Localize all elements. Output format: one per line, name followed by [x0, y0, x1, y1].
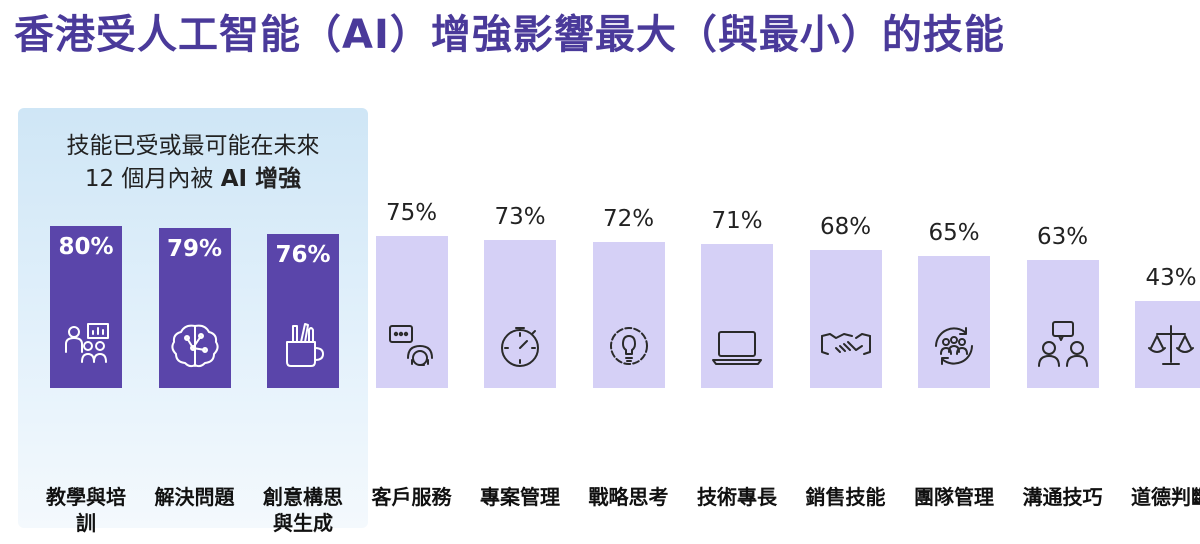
creative-tools-icon [275, 318, 331, 374]
note-line-2: 12 個月內被 AI 增強 [18, 163, 368, 196]
category-label-3: 創意構思與生成 [263, 485, 343, 535]
value-label-10: 63% [1036, 224, 1089, 250]
bar-9 [918, 256, 990, 388]
category-label-8: 銷售技能 [805, 485, 886, 509]
stopwatch-icon [492, 318, 548, 374]
bar-1 [50, 226, 122, 388]
category-label-11: 道德判斷 [1131, 485, 1200, 509]
laptop-icon [709, 318, 765, 374]
handshake-icon [818, 318, 874, 374]
category-label-6: 戰略思考 [588, 485, 669, 509]
teaching-icon [58, 318, 114, 374]
category-label-4: 客戶服務 [371, 485, 452, 509]
chart-title: 香港受人工智能（AI）增強影響最大（與最小）的技能 [14, 12, 1005, 58]
category-label-9: 團隊管理 [914, 485, 994, 509]
customer-service-icon [384, 318, 440, 374]
note-line-2-prefix: 12 個月內被 [84, 166, 221, 192]
bar-3 [267, 234, 339, 388]
value-label-6: 72% [602, 206, 655, 232]
category-label-5: 專案管理 [480, 485, 560, 509]
category-label-1: 教學與培訓 [46, 485, 126, 535]
value-label-9: 65% [928, 220, 980, 246]
value-label-1: 80% [58, 234, 114, 260]
scales-icon [1143, 318, 1199, 374]
value-label-5: 73% [494, 204, 546, 230]
bar-8 [809, 250, 882, 388]
communication-icon [1035, 318, 1091, 374]
value-label-4: 75% [385, 200, 438, 226]
category-label-2: 解決問題 [154, 485, 235, 509]
category-label-7: 技術專長 [697, 485, 777, 509]
team-cycle-icon [926, 318, 982, 374]
value-label-7: 71% [711, 208, 763, 234]
note-line-2-bold: AI 增強 [220, 166, 302, 192]
highlight-note: 技能已受或最可能在未來 12 個月內被 AI 增強 [18, 130, 368, 196]
value-label-2: 79% [166, 236, 223, 262]
category-label-10: 溝通技巧 [1022, 485, 1103, 509]
value-label-11: 43% [1145, 265, 1197, 291]
gear-bulb-icon [601, 318, 657, 374]
brain-icon [167, 318, 223, 374]
value-label-3: 76% [275, 242, 331, 268]
note-line-1: 技能已受或最可能在未來 [66, 133, 320, 159]
value-label-8: 68% [819, 214, 872, 240]
